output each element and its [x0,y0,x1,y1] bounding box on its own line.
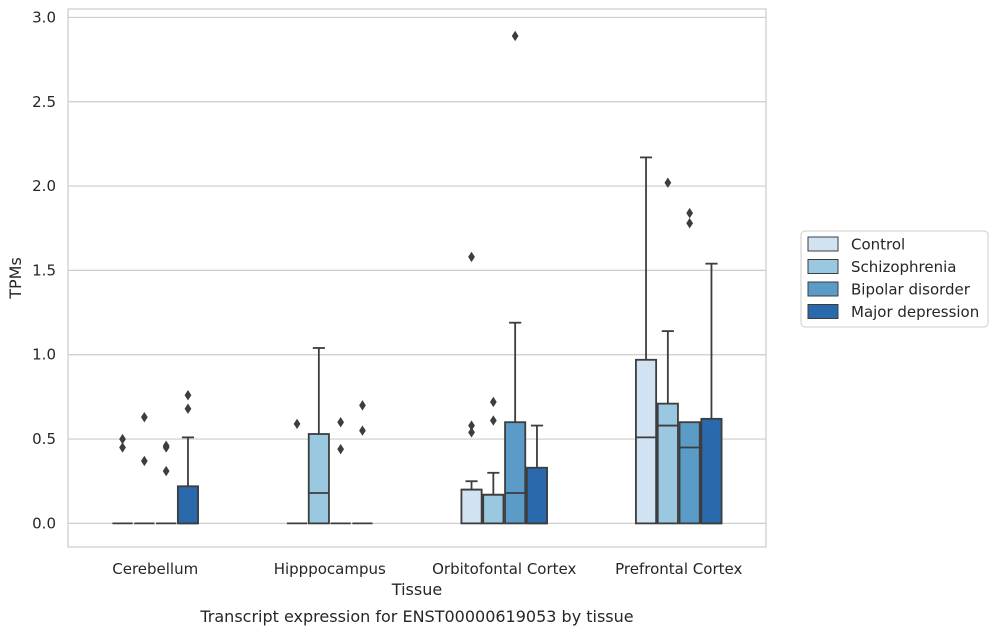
legend-label: Bipolar disorder [851,281,971,299]
box [635,156,658,525]
y-axis-title: TPMs [6,257,25,300]
box [504,321,527,525]
box [678,421,701,525]
outlier-marker [140,455,148,467]
legend-label: Control [851,236,905,254]
y-tick-label: 1.5 [32,261,56,279]
x-tick-label: Orbitofontal Cortex [432,560,576,578]
y-axis-ticks: 0.0 0.5 1.0 1.5 2.0 2.5 3.0 [32,8,56,532]
outlier-marker [468,251,475,263]
outlier-marker [140,411,148,423]
legend-swatch [807,281,839,297]
box-body [678,421,701,525]
legend-swatch [807,259,839,274]
outlier-marker [489,396,497,408]
box-body [635,358,658,525]
gridlines [68,16,766,524]
outlier-points [119,30,694,477]
box-body [482,493,505,525]
box [307,347,330,525]
outlier-marker [468,427,475,438]
box-body [504,421,527,525]
box [176,436,199,525]
outlier-marker [468,420,475,431]
outlier-marker [184,390,192,401]
box [482,471,505,525]
x-axis-ticks: Cerebellum Hipppocampus Orbitofontal Corte… [112,560,742,578]
legend-swatch [807,304,839,319]
legend-frame [800,230,989,328]
box [700,262,723,525]
outlier-marker [162,440,170,451]
box-body [525,466,548,525]
outlier-marker [293,418,301,430]
plot-area-frame [67,8,767,548]
outlier-marker [337,444,345,455]
box-series [112,156,723,525]
outlier-marker [184,403,192,414]
y-tick-label: 1.0 [32,346,56,364]
figure-caption: Transcript expression for ENST0000061905… [199,607,633,626]
y-tick-label: 2.5 [32,93,56,111]
outlier-marker [686,218,694,229]
x-axis-title: Tissue [391,580,442,599]
box-body [307,433,330,525]
box-body [176,485,199,525]
box [656,330,679,525]
box-body [700,417,723,525]
box-body [460,488,483,525]
legend-swatch [807,236,839,252]
outlier-marker [664,177,672,188]
box [525,424,548,525]
outlier-marker [162,465,170,477]
legend-label: Major depression [851,303,979,321]
outlier-marker [686,207,694,219]
x-tick-label: Hipppocampus [274,560,386,578]
outlier-marker [337,417,345,428]
outlier-marker [119,433,126,445]
box-body [656,402,679,525]
y-tick-label: 0.0 [32,514,56,532]
y-tick-label: 0.5 [32,430,56,448]
outlier-marker [359,400,366,411]
legend-label: Schizophrenia [851,258,956,276]
outlier-marker [489,415,497,426]
y-tick-label: 3.0 [32,8,56,26]
outlier-marker [119,442,126,453]
x-tick-label: Prefrontal Cortex [615,560,742,578]
y-tick-label: 2.0 [32,177,56,195]
outlier-marker [511,30,519,42]
outlier-marker [359,425,366,436]
box [460,480,483,525]
legend: Control Schizophrenia Bipolar disorder Majo… [800,230,989,328]
x-tick-label: Cerebellum [112,560,198,578]
